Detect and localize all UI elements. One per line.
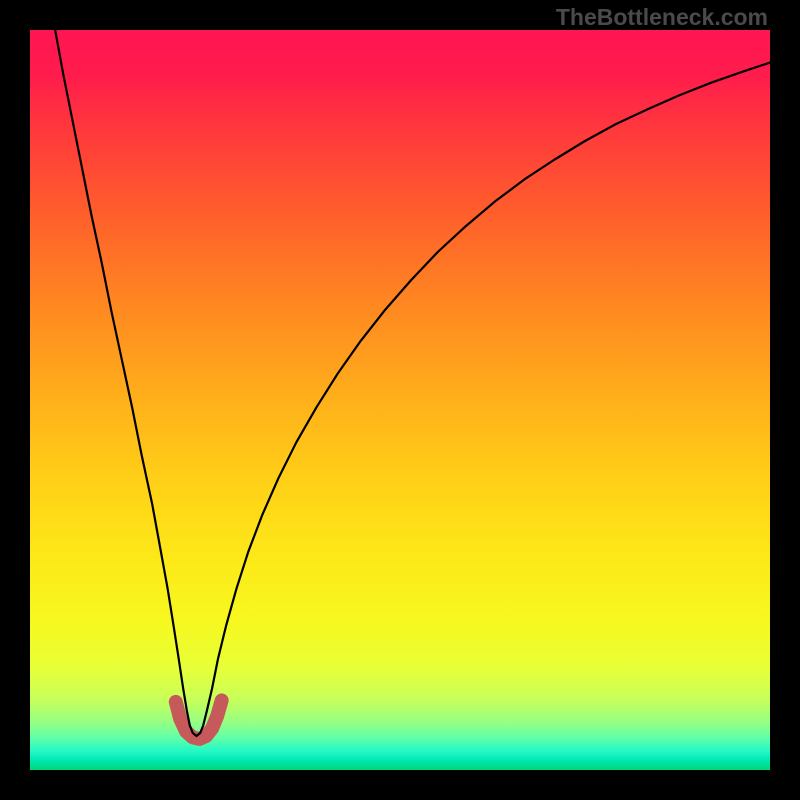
watermark-text: TheBottleneck.com	[556, 4, 768, 31]
chart-svg	[30, 30, 770, 770]
gradient-background	[30, 30, 770, 770]
chart-area	[30, 30, 770, 770]
